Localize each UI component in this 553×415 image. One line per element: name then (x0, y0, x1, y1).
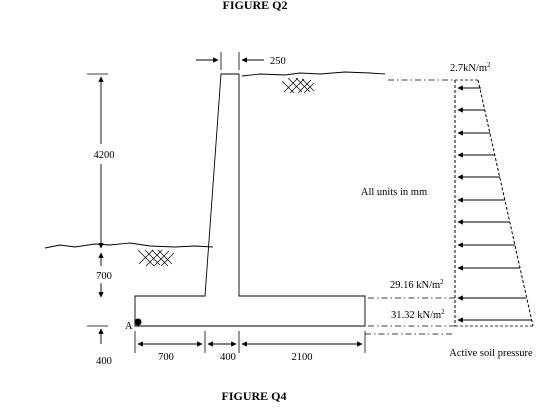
retained-height-label: 4200 (94, 150, 115, 161)
pressure-arrows (457, 85, 532, 323)
soil-hatch-left (137, 249, 175, 267)
pressure-mid-label: 29.16 kN/m2 (390, 278, 444, 291)
toe-length-label: 700 (158, 352, 174, 363)
retaining-wall-outline (134, 73, 366, 327)
pressure-diagram-slope (477, 79, 534, 327)
ground-line-left (44, 242, 214, 249)
ground-line-top (241, 71, 386, 77)
pressure-top-label: 2.7kN/m2 (450, 61, 491, 74)
figure-caption-bottom: FIGURE Q4 (221, 389, 286, 403)
point-a-label: A (125, 321, 133, 332)
stem-base-width-label: 400 (220, 352, 236, 363)
pressure-diagram-title: Active soil pressure (449, 348, 533, 359)
units-note: All units in mm (361, 187, 427, 198)
pressure-bottom-label: 31.32 kN/m2 (391, 308, 445, 321)
soil-hatch-top (281, 77, 315, 94)
base-thickness-label: 400 (96, 356, 112, 367)
toe-depth-label: 700 (96, 271, 112, 282)
point-a-marker (134, 318, 142, 326)
stem-top-width-label: 250 (270, 56, 286, 67)
heel-length-label: 2100 (292, 352, 313, 363)
figure-caption-top: FIGURE Q2 (222, 0, 287, 12)
